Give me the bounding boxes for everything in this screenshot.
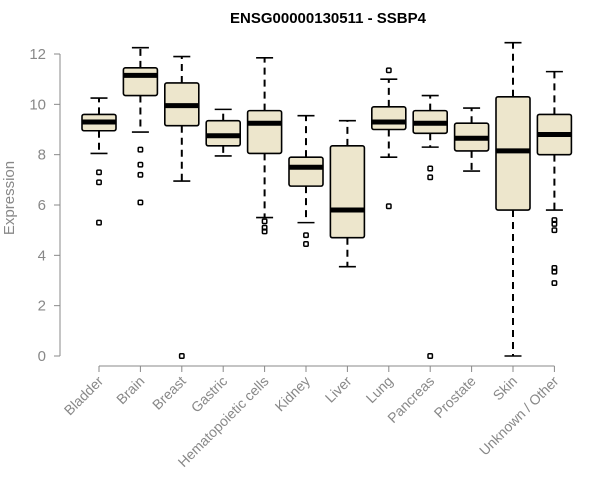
x-tick-label: Kidney <box>272 373 314 415</box>
iqr-box <box>122 67 159 97</box>
outlier-point <box>137 171 144 178</box>
box-prostate <box>453 107 490 172</box>
x-tick-label: Brain <box>113 373 147 407</box>
iqr-box <box>288 156 324 187</box>
x-tick-label: Bladder <box>61 373 107 419</box>
outlier-point <box>96 219 102 226</box>
outlier-point <box>303 241 309 247</box>
x-tick-label: Breast <box>149 373 189 413</box>
box-breast <box>164 55 200 359</box>
outlier-point <box>137 199 144 206</box>
iqr-box <box>205 119 241 147</box>
box-pancreas <box>412 94 449 359</box>
outlier-point <box>261 218 268 225</box>
y-tick-label: 10 <box>29 96 46 113</box>
y-tick-label: 12 <box>29 46 46 63</box>
outlier-point <box>551 220 558 227</box>
box-bladder <box>81 97 117 226</box>
outlier-point <box>551 268 558 275</box>
outlier-point <box>96 169 102 176</box>
iqr-box <box>246 109 283 155</box>
outlier-point <box>551 280 558 286</box>
y-tick-label: 6 <box>38 197 46 214</box>
iqr-box <box>495 95 531 211</box>
boxes-group <box>81 41 573 359</box>
box-lung <box>370 67 407 210</box>
outlier-point <box>385 67 392 74</box>
x-tick-label: Unknown / Other <box>476 373 562 459</box>
y-tick-label: 8 <box>38 147 46 164</box>
outlier-point <box>261 228 268 235</box>
outlier-point <box>178 353 185 359</box>
x-tick-label: Liver <box>322 373 355 406</box>
box-skin <box>495 41 531 357</box>
outlier-point <box>427 174 434 181</box>
box-liver <box>329 119 366 268</box>
box-kidney <box>288 114 324 247</box>
outlier-point <box>427 353 434 359</box>
box-unknown-other <box>536 70 573 286</box>
y-tick-label: 0 <box>38 348 46 365</box>
chart-title: ENSG00000130511 - SSBP4 <box>230 10 427 27</box>
box-brain <box>122 46 159 206</box>
box-hematopoietic-cells <box>246 56 283 235</box>
x-tick-label: Skin <box>490 373 521 404</box>
outlier-point <box>96 179 102 186</box>
outlier-point <box>385 203 392 210</box>
iqr-box <box>329 145 366 239</box>
outlier-point <box>551 227 558 234</box>
y-axis: 0 2 4 6 8 10 12 <box>29 46 61 365</box>
outlier-point <box>427 165 434 172</box>
x-tick-label: Lung <box>363 373 396 406</box>
box-gastric <box>205 108 241 157</box>
y-tick-label: 4 <box>38 247 46 264</box>
outlier-point <box>137 146 144 153</box>
x-tick-label: Prostate <box>431 373 479 421</box>
outlier-point <box>303 232 309 239</box>
y-axis-label: Expression <box>1 161 18 235</box>
y-tick-label: 2 <box>38 298 46 315</box>
outlier-point <box>137 161 144 168</box>
iqr-box <box>370 106 407 131</box>
